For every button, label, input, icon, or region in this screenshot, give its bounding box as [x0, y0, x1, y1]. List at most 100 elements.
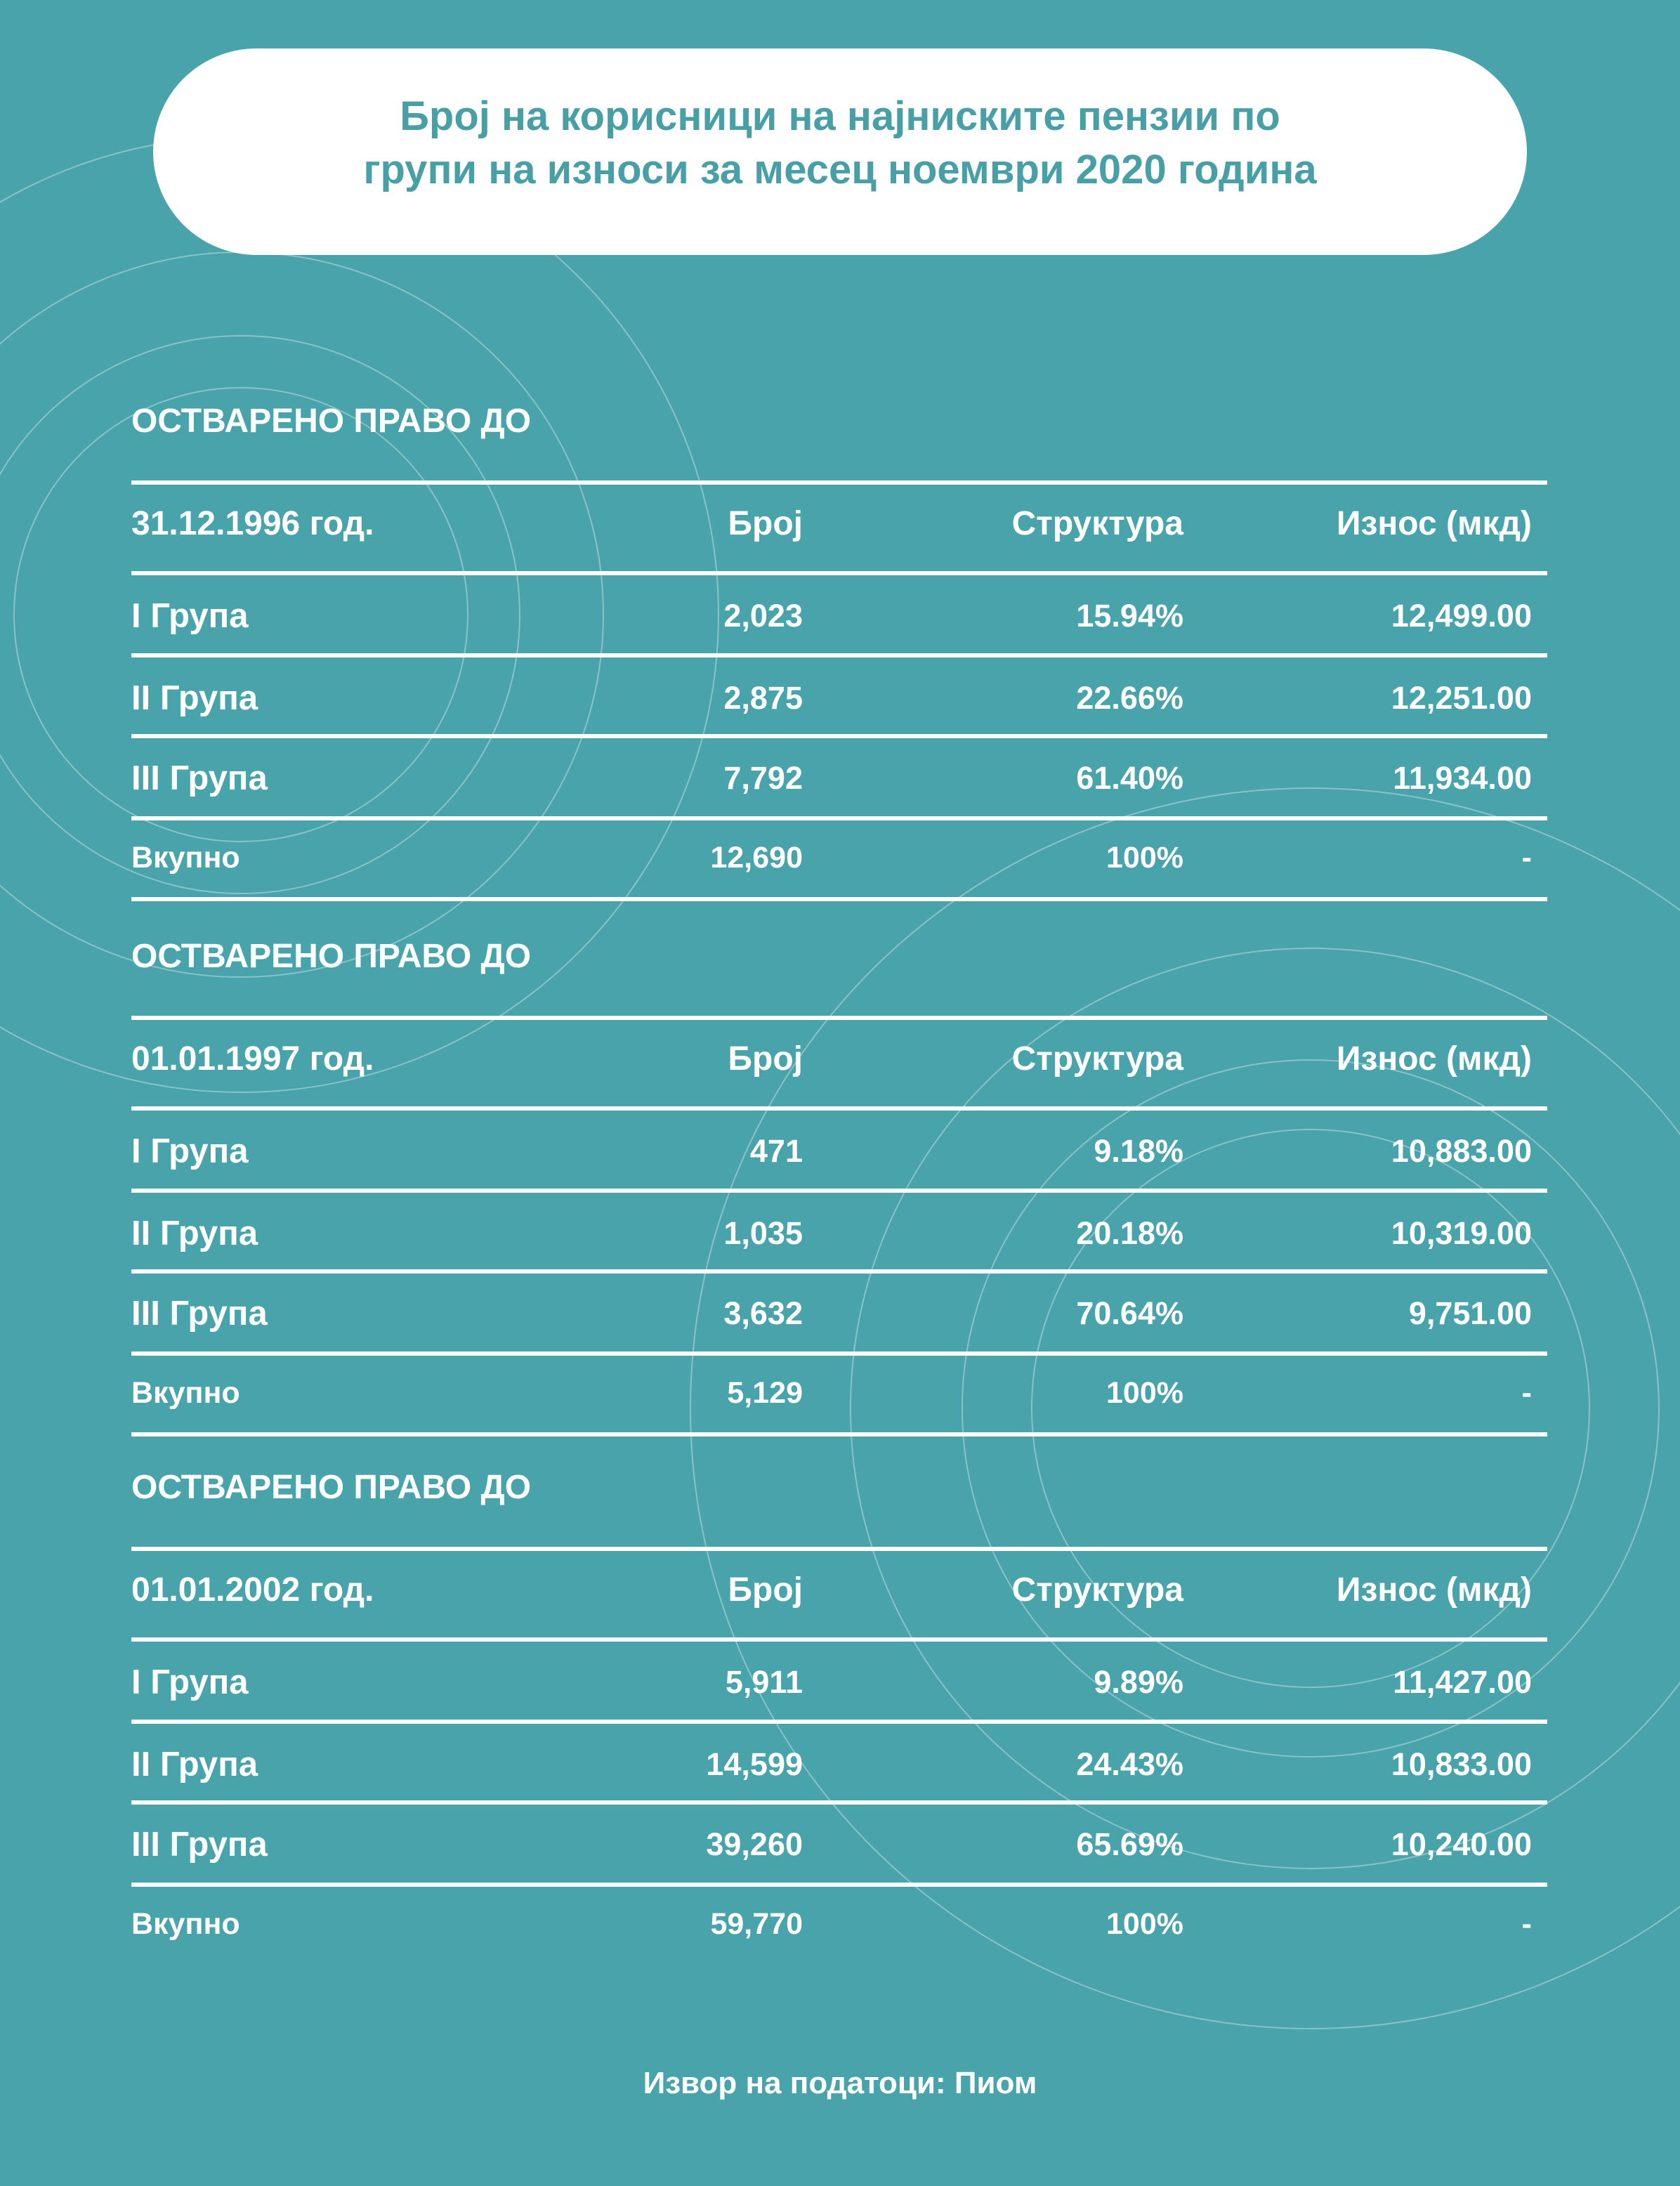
- count-cell: 59,770: [710, 1907, 803, 1941]
- table-divider: [131, 1016, 1547, 1020]
- source-note: Извор на податоци: Пиом: [643, 2066, 1037, 2100]
- label-cell: II Група: [131, 1746, 258, 1784]
- decor-circle: [690, 787, 1680, 2029]
- label-cell: I Група: [131, 1132, 249, 1170]
- label-cell: III Група: [131, 1295, 268, 1333]
- label-cell: I Група: [131, 1663, 249, 1701]
- amount-cell: 12,499.00: [1391, 598, 1532, 634]
- count-cell: 5,911: [725, 1664, 803, 1700]
- table-row: II Група 2,875 22.66% 12,251.00: [131, 677, 1547, 719]
- table-divider: [131, 480, 1547, 485]
- label-cell: 01.01.1997 год.: [131, 1040, 374, 1078]
- table-divider: [131, 734, 1547, 738]
- count-cell: Број: [728, 1571, 803, 1609]
- label-cell: 31.12.1996 год.: [131, 505, 374, 542]
- table-row: I Група 2,023 15.94% 12,499.00: [131, 595, 1547, 637]
- amount-cell: 11,427.00: [1393, 1664, 1532, 1700]
- pension-table-section: ОСТВАРЕНО ПРАВО ДО 31.12.1996 год. Број Стр…: [131, 402, 1547, 913]
- label-cell: 01.01.2002 год.: [131, 1571, 374, 1609]
- amount-cell: Износ (мкд): [1336, 1040, 1532, 1078]
- count-cell: Број: [728, 505, 803, 542]
- table-total-row: Вкупно 5,129 100% -: [131, 1372, 1547, 1414]
- amount-cell: 10,240.00: [1391, 1826, 1532, 1862]
- amount-cell: 10,319.00: [1391, 1215, 1532, 1251]
- table-divider: [131, 1547, 1547, 1551]
- label-cell: Вкупно: [131, 1907, 240, 1941]
- label-cell: II Група: [131, 1215, 258, 1252]
- table-divider: [131, 1432, 1547, 1436]
- table-header-row: 01.01.1997 год. Број Структура Износ (мкд): [131, 1038, 1547, 1080]
- amount-cell: 10,883.00: [1391, 1133, 1532, 1169]
- share-cell: 9.18%: [1094, 1133, 1183, 1169]
- label-cell: Вкупно: [131, 841, 240, 875]
- share-cell: 70.64%: [1076, 1295, 1183, 1331]
- count-cell: 39,260: [706, 1826, 803, 1862]
- share-cell: Структура: [1011, 1571, 1183, 1609]
- table-total-row: Вкупно 12,690 100% -: [131, 837, 1547, 879]
- table-header-row: 31.12.1996 год. Број Структура Износ (мкд): [131, 503, 1547, 545]
- table-divider: [131, 1720, 1547, 1724]
- label-cell: I Група: [131, 597, 249, 635]
- share-cell: 100%: [1106, 841, 1183, 875]
- table-divider: [131, 1800, 1547, 1805]
- decor-circle: [13, 387, 468, 842]
- count-cell: 2,023: [723, 598, 803, 634]
- section-heading: ОСТВАРЕНО ПРАВО ДО: [131, 1469, 532, 1506]
- amount-cell: 12,251.00: [1391, 680, 1532, 716]
- table-divider: [131, 1883, 1547, 1887]
- title-banner: [153, 48, 1527, 255]
- share-cell: 100%: [1106, 1907, 1183, 1941]
- section-heading: ОСТВАРЕНО ПРАВО ДО: [131, 938, 532, 975]
- amount-cell: Износ (мкд): [1336, 1571, 1532, 1609]
- amount-cell: 11,934.00: [1393, 760, 1532, 796]
- table-divider: [131, 1189, 1547, 1193]
- page-title: Број на корисници на најниските пензии п…: [153, 90, 1527, 197]
- table-divider: [131, 816, 1547, 820]
- count-cell: 1,035: [723, 1215, 803, 1251]
- share-cell: 20.18%: [1076, 1215, 1183, 1251]
- share-cell: Структура: [1011, 505, 1183, 542]
- pension-table-section: ОСТВАРЕНО ПРАВО ДО 01.01.2002 год. Број Стр…: [131, 1469, 1547, 1979]
- title-line-1: Број на корисници на најниските пензии п…: [400, 93, 1280, 139]
- amount-cell: -: [1521, 1376, 1532, 1410]
- share-cell: Структура: [1011, 1040, 1183, 1078]
- table-total-row: Вкупно 59,770 100% -: [131, 1903, 1547, 1945]
- table-divider: [131, 571, 1547, 575]
- table-divider: [131, 653, 1547, 657]
- amount-cell: -: [1521, 841, 1532, 875]
- label-cell: II Група: [131, 679, 258, 717]
- label-cell: Вкупно: [131, 1376, 240, 1410]
- pension-table-section: ОСТВАРЕНО ПРАВО ДО 01.01.1997 год. Број Стр…: [131, 938, 1547, 1448]
- count-cell: 12,690: [710, 841, 803, 875]
- amount-cell: -: [1521, 1907, 1532, 1941]
- table-divider: [131, 897, 1547, 901]
- label-cell: III Група: [131, 759, 268, 797]
- table-row: III Група 3,632 70.64% 9,751.00: [131, 1292, 1547, 1335]
- table-row: III Група 39,260 65.69% 10,240.00: [131, 1824, 1547, 1866]
- decor-circle: [850, 948, 1680, 1869]
- share-cell: 22.66%: [1076, 680, 1183, 716]
- section-heading: ОСТВАРЕНО ПРАВО ДО: [131, 402, 532, 440]
- share-cell: 61.40%: [1076, 760, 1183, 796]
- table-row: II Група 1,035 20.18% 10,319.00: [131, 1212, 1547, 1255]
- label-cell: III Група: [131, 1826, 268, 1864]
- count-cell: 3,632: [723, 1295, 803, 1331]
- decor-circle: [1031, 1129, 1590, 1688]
- table-divider: [131, 1637, 1547, 1642]
- amount-cell: Износ (мкд): [1336, 505, 1532, 542]
- share-cell: 15.94%: [1076, 598, 1183, 634]
- table-row: I Група 5,911 9.89% 11,427.00: [131, 1661, 1547, 1703]
- count-cell: 14,599: [706, 1746, 803, 1782]
- table-row: III Група 7,792 61.40% 11,934.00: [131, 757, 1547, 799]
- count-cell: Број: [728, 1040, 803, 1078]
- count-cell: 471: [749, 1133, 803, 1169]
- table-divider: [131, 1351, 1547, 1356]
- count-cell: 5,129: [727, 1376, 803, 1410]
- table-divider: [131, 1106, 1547, 1111]
- table-row: II Група 14,599 24.43% 10,833.00: [131, 1743, 1547, 1786]
- table-divider: [131, 1269, 1547, 1274]
- decor-circle: [0, 335, 520, 894]
- share-cell: 9.89%: [1094, 1664, 1183, 1700]
- share-cell: 24.43%: [1076, 1746, 1183, 1782]
